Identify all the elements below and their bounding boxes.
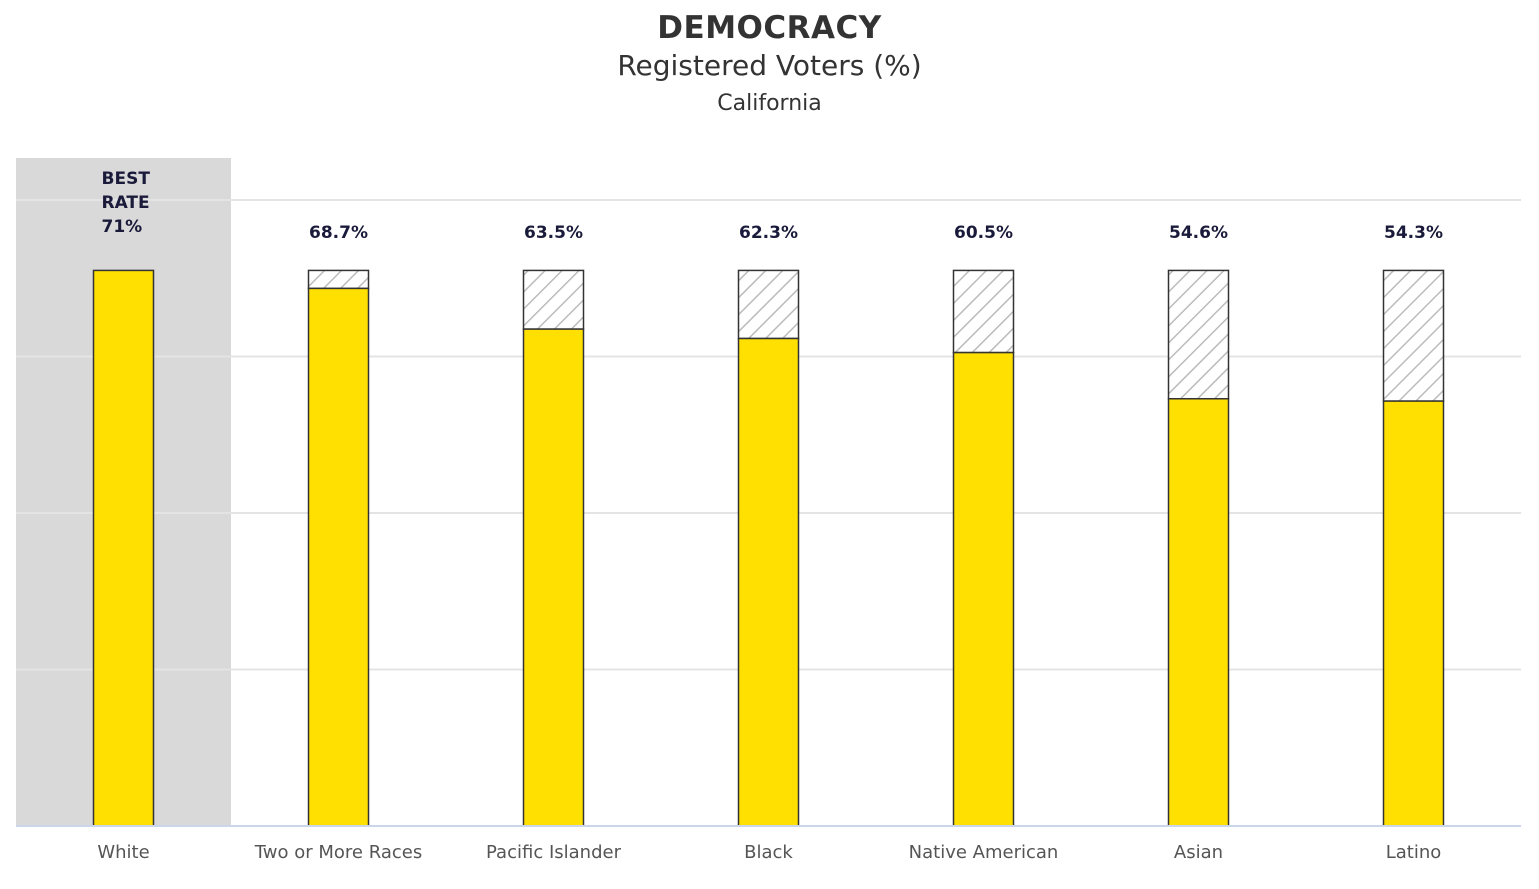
gap-to-best-bar <box>737 269 800 340</box>
best-rate-label: 71% <box>102 217 143 237</box>
gap-to-best-bar <box>1167 269 1230 400</box>
best-rate-label: BEST <box>102 169 151 189</box>
x-tick-label: Black <box>744 842 793 863</box>
bar <box>307 287 370 827</box>
bar <box>1382 400 1445 827</box>
gap-to-best-bar <box>522 269 585 330</box>
bar <box>92 269 155 827</box>
bar <box>737 337 800 827</box>
chart-subtitle: Registered Voters (%) <box>617 49 922 82</box>
x-tick-label: White <box>97 842 149 863</box>
x-tick-label: Asian <box>1174 842 1223 863</box>
data-label: 68.7% <box>309 223 368 243</box>
x-tick-label: Pacific Islander <box>486 842 622 863</box>
bar <box>522 328 585 827</box>
gap-to-best-bar <box>307 269 370 290</box>
chart-title: DEMOCRACY <box>657 10 882 46</box>
bar <box>952 351 1015 827</box>
data-label: 60.5% <box>954 223 1013 243</box>
x-tick-label: Latino <box>1386 842 1442 863</box>
data-label: 54.3% <box>1384 223 1443 243</box>
data-label: 62.3% <box>739 223 798 243</box>
data-label: 63.5% <box>524 223 583 243</box>
chart-region: California <box>717 91 822 116</box>
gap-to-best-bar <box>952 269 1015 354</box>
data-label: 54.6% <box>1169 223 1228 243</box>
bar <box>1167 398 1230 827</box>
x-tick-label: Native American <box>909 842 1059 863</box>
x-tick-label: Two or More Races <box>254 842 422 863</box>
best-rate-label: RATE <box>102 193 150 213</box>
gap-to-best-bar <box>1382 269 1445 402</box>
